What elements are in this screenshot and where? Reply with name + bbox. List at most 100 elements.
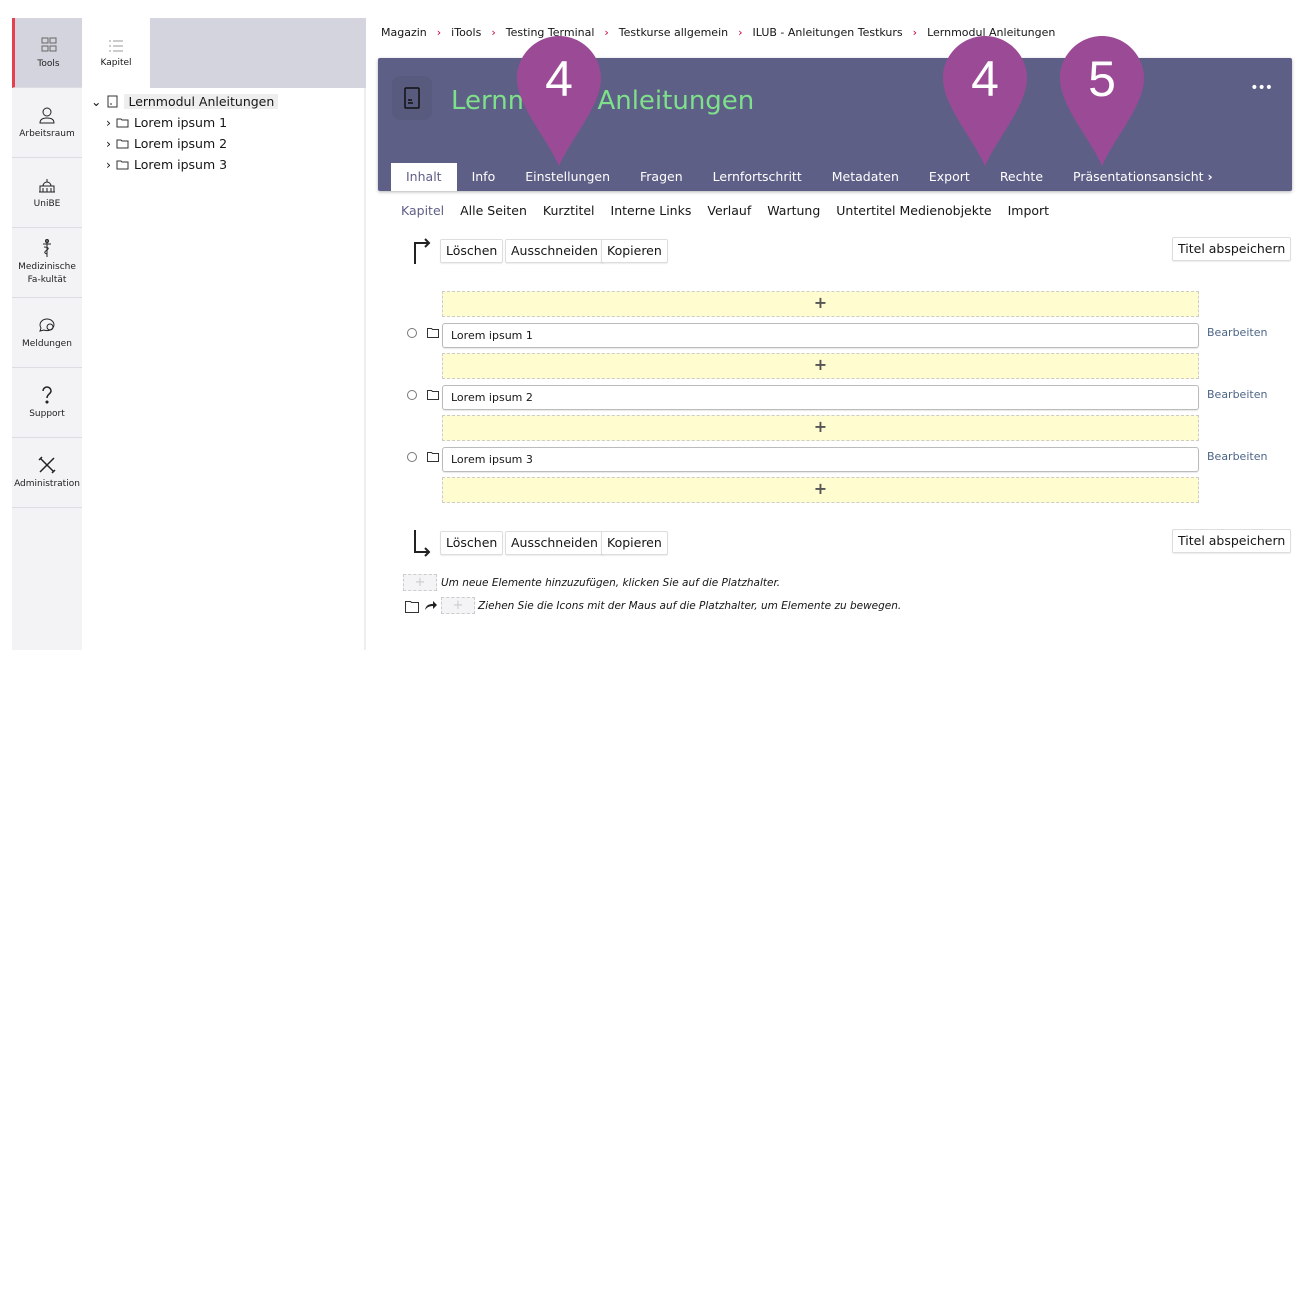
mainbar-meldungen[interactable]: Meldungen bbox=[12, 298, 82, 368]
chat-icon bbox=[39, 318, 55, 332]
mainbar-label: UniBE bbox=[33, 198, 61, 209]
mainbar-unibe[interactable]: UniBE bbox=[12, 158, 82, 228]
edit-link[interactable]: Bearbeiten bbox=[1207, 450, 1268, 463]
chapter-title-input[interactable]: Lorem ipsum 2 bbox=[442, 385, 1199, 410]
breadcrumb-item[interactable]: Magazin bbox=[381, 26, 427, 39]
chevron-right-icon[interactable]: › bbox=[106, 114, 111, 130]
tree-item[interactable]: › Lorem ipsum 2 bbox=[106, 134, 227, 152]
breadcrumb-item[interactable]: ILUB - Anleitungen Testkurs bbox=[752, 26, 903, 39]
add-placeholder[interactable]: + bbox=[442, 415, 1199, 441]
add-placeholder[interactable]: + bbox=[442, 291, 1199, 317]
tab-export[interactable]: Export bbox=[928, 169, 970, 184]
edit-link[interactable]: Bearbeiten bbox=[1207, 326, 1268, 339]
add-placeholder[interactable]: + bbox=[442, 353, 1199, 379]
grid-icon bbox=[41, 37, 56, 51]
delete-button[interactable]: Löschen bbox=[440, 531, 504, 555]
more-actions-icon[interactable]: ••• bbox=[1250, 80, 1273, 96]
subtab-wartung[interactable]: Wartung bbox=[767, 203, 821, 218]
chapter-title-input[interactable]: Lorem ipsum 1 bbox=[442, 323, 1199, 348]
subtab-alle-seiten[interactable]: Alle Seiten bbox=[460, 203, 527, 218]
marker-number: 4 bbox=[545, 51, 573, 107]
mainbar-label: Meldungen bbox=[22, 338, 72, 349]
tab-inhalt[interactable]: Inhalt bbox=[391, 163, 457, 191]
slate-panel: Kapitel ⌄ Lernmodul Anleitungen › Lorem ip… bbox=[82, 18, 366, 650]
breadcrumb-item[interactable]: Lernmodul Anleitungen bbox=[927, 26, 1056, 39]
folder-icon[interactable] bbox=[427, 452, 439, 462]
annotation-marker: 4 bbox=[943, 36, 1027, 166]
annotation-marker: 5 bbox=[1060, 36, 1144, 166]
tools-icon bbox=[38, 455, 56, 474]
save-titles-button[interactable]: Titel abspeichern bbox=[1172, 529, 1292, 553]
placeholder-sample: + bbox=[403, 574, 437, 591]
copy-button[interactable]: Kopieren bbox=[601, 239, 668, 263]
main-bar: Tools Arbeitsraum UniBE Medizinische Fa-… bbox=[12, 18, 82, 650]
tab-kapitel[interactable]: Kapitel bbox=[82, 18, 150, 88]
subtab-interne-links[interactable]: Interne Links bbox=[610, 203, 692, 218]
edit-link[interactable]: Bearbeiten bbox=[1207, 388, 1268, 401]
tab-einstellungen[interactable]: Einstellungen bbox=[525, 169, 610, 184]
mainbar-label: Medizinische Fa-kultät bbox=[18, 262, 76, 285]
mainbar-administration[interactable]: Administration bbox=[12, 438, 82, 508]
hint-text: Ziehen Sie die Icons mit der Maus auf di… bbox=[478, 600, 902, 612]
cut-button[interactable]: Ausschneiden bbox=[505, 239, 604, 263]
arrow-up-right-icon bbox=[414, 238, 431, 264]
marker-number: 5 bbox=[1088, 51, 1116, 107]
subtab-untertitel[interactable]: Untertitel Medienobjekte bbox=[836, 203, 992, 218]
tab-fragen[interactable]: Fragen bbox=[640, 169, 683, 184]
tab-label: Kapitel bbox=[100, 57, 132, 68]
mainbar-label: Arbeitsraum bbox=[19, 128, 75, 139]
select-radio[interactable] bbox=[407, 328, 417, 338]
select-radio[interactable] bbox=[407, 390, 417, 400]
folder-icon bbox=[116, 118, 129, 127]
subtab-kurztitel[interactable]: Kurztitel bbox=[542, 203, 595, 218]
breadcrumb-separator-icon: › bbox=[491, 26, 496, 39]
breadcrumb-separator-icon: › bbox=[436, 26, 442, 39]
caduceus-icon bbox=[43, 239, 51, 257]
placeholder-sample: + bbox=[441, 597, 475, 614]
chapter-title-input[interactable]: Lorem ipsum 3 bbox=[442, 447, 1199, 472]
tree-root[interactable]: ⌄ Lernmodul Anleitungen bbox=[91, 92, 279, 110]
folder-icon[interactable] bbox=[427, 390, 439, 400]
tree-item[interactable]: › Lorem ipsum 1 bbox=[106, 113, 227, 131]
chevron-down-icon[interactable]: ⌄ bbox=[91, 93, 102, 109]
breadcrumb: Magazin › iTools › Testing Terminal › Testk… bbox=[381, 26, 1055, 39]
question-icon bbox=[42, 385, 52, 404]
breadcrumb-item[interactable]: iTools bbox=[451, 26, 482, 39]
chevron-right-icon[interactable]: › bbox=[106, 135, 111, 151]
tab-rechte[interactable]: Rechte bbox=[999, 169, 1044, 184]
breadcrumb-item[interactable]: Testing Terminal bbox=[505, 26, 595, 39]
copy-button[interactable]: Kopieren bbox=[601, 531, 668, 555]
mainbar-arbeitsraum[interactable]: Arbeitsraum bbox=[12, 88, 82, 158]
folder-icon bbox=[116, 160, 129, 169]
folder-icon[interactable] bbox=[427, 328, 439, 338]
tree-label: Lernmodul Anleitungen bbox=[124, 93, 279, 109]
tab-lernfortschritt[interactable]: Lernfortschritt bbox=[712, 169, 802, 184]
mainbar-support[interactable]: Support bbox=[12, 368, 82, 438]
mainbar-label: Tools bbox=[37, 58, 60, 69]
breadcrumb-separator-icon: › bbox=[912, 26, 918, 39]
building-icon bbox=[39, 178, 55, 192]
folder-icon bbox=[405, 601, 419, 613]
subtab-import[interactable]: Import bbox=[1007, 203, 1050, 218]
tab-bar: Inhalt Info Einstellungen Fragen Lernfor… bbox=[391, 163, 1213, 191]
mainbar-tools[interactable]: Tools bbox=[12, 18, 82, 88]
save-titles-button[interactable]: Titel abspeichern bbox=[1172, 237, 1292, 261]
chevron-right-icon[interactable]: › bbox=[106, 156, 111, 172]
tab-info[interactable]: Info bbox=[471, 169, 496, 184]
subtab-kapitel[interactable]: Kapitel bbox=[401, 203, 445, 218]
tab-praesentationsansicht[interactable]: Präsentationsansicht bbox=[1073, 169, 1204, 184]
tree-item[interactable]: › Lorem ipsum 3 bbox=[106, 155, 227, 173]
delete-button[interactable]: Löschen bbox=[440, 239, 504, 263]
learning-module-icon bbox=[107, 95, 118, 107]
mainbar-label: Administration bbox=[14, 478, 80, 489]
cut-button[interactable]: Ausschneiden bbox=[505, 531, 604, 555]
annotation-marker: 4 bbox=[517, 36, 601, 166]
add-placeholder[interactable]: + bbox=[442, 477, 1199, 503]
breadcrumb-item[interactable]: Testkurse allgemein bbox=[618, 26, 729, 39]
tab-metadaten[interactable]: Metadaten bbox=[831, 169, 899, 184]
subtab-verlauf[interactable]: Verlauf bbox=[707, 203, 752, 218]
tree-label: Lorem ipsum 3 bbox=[134, 156, 228, 172]
select-radio[interactable] bbox=[407, 452, 417, 462]
slate-tabs: Kapitel bbox=[82, 18, 366, 88]
mainbar-medizin[interactable]: Medizinische Fa-kultät bbox=[12, 228, 82, 298]
